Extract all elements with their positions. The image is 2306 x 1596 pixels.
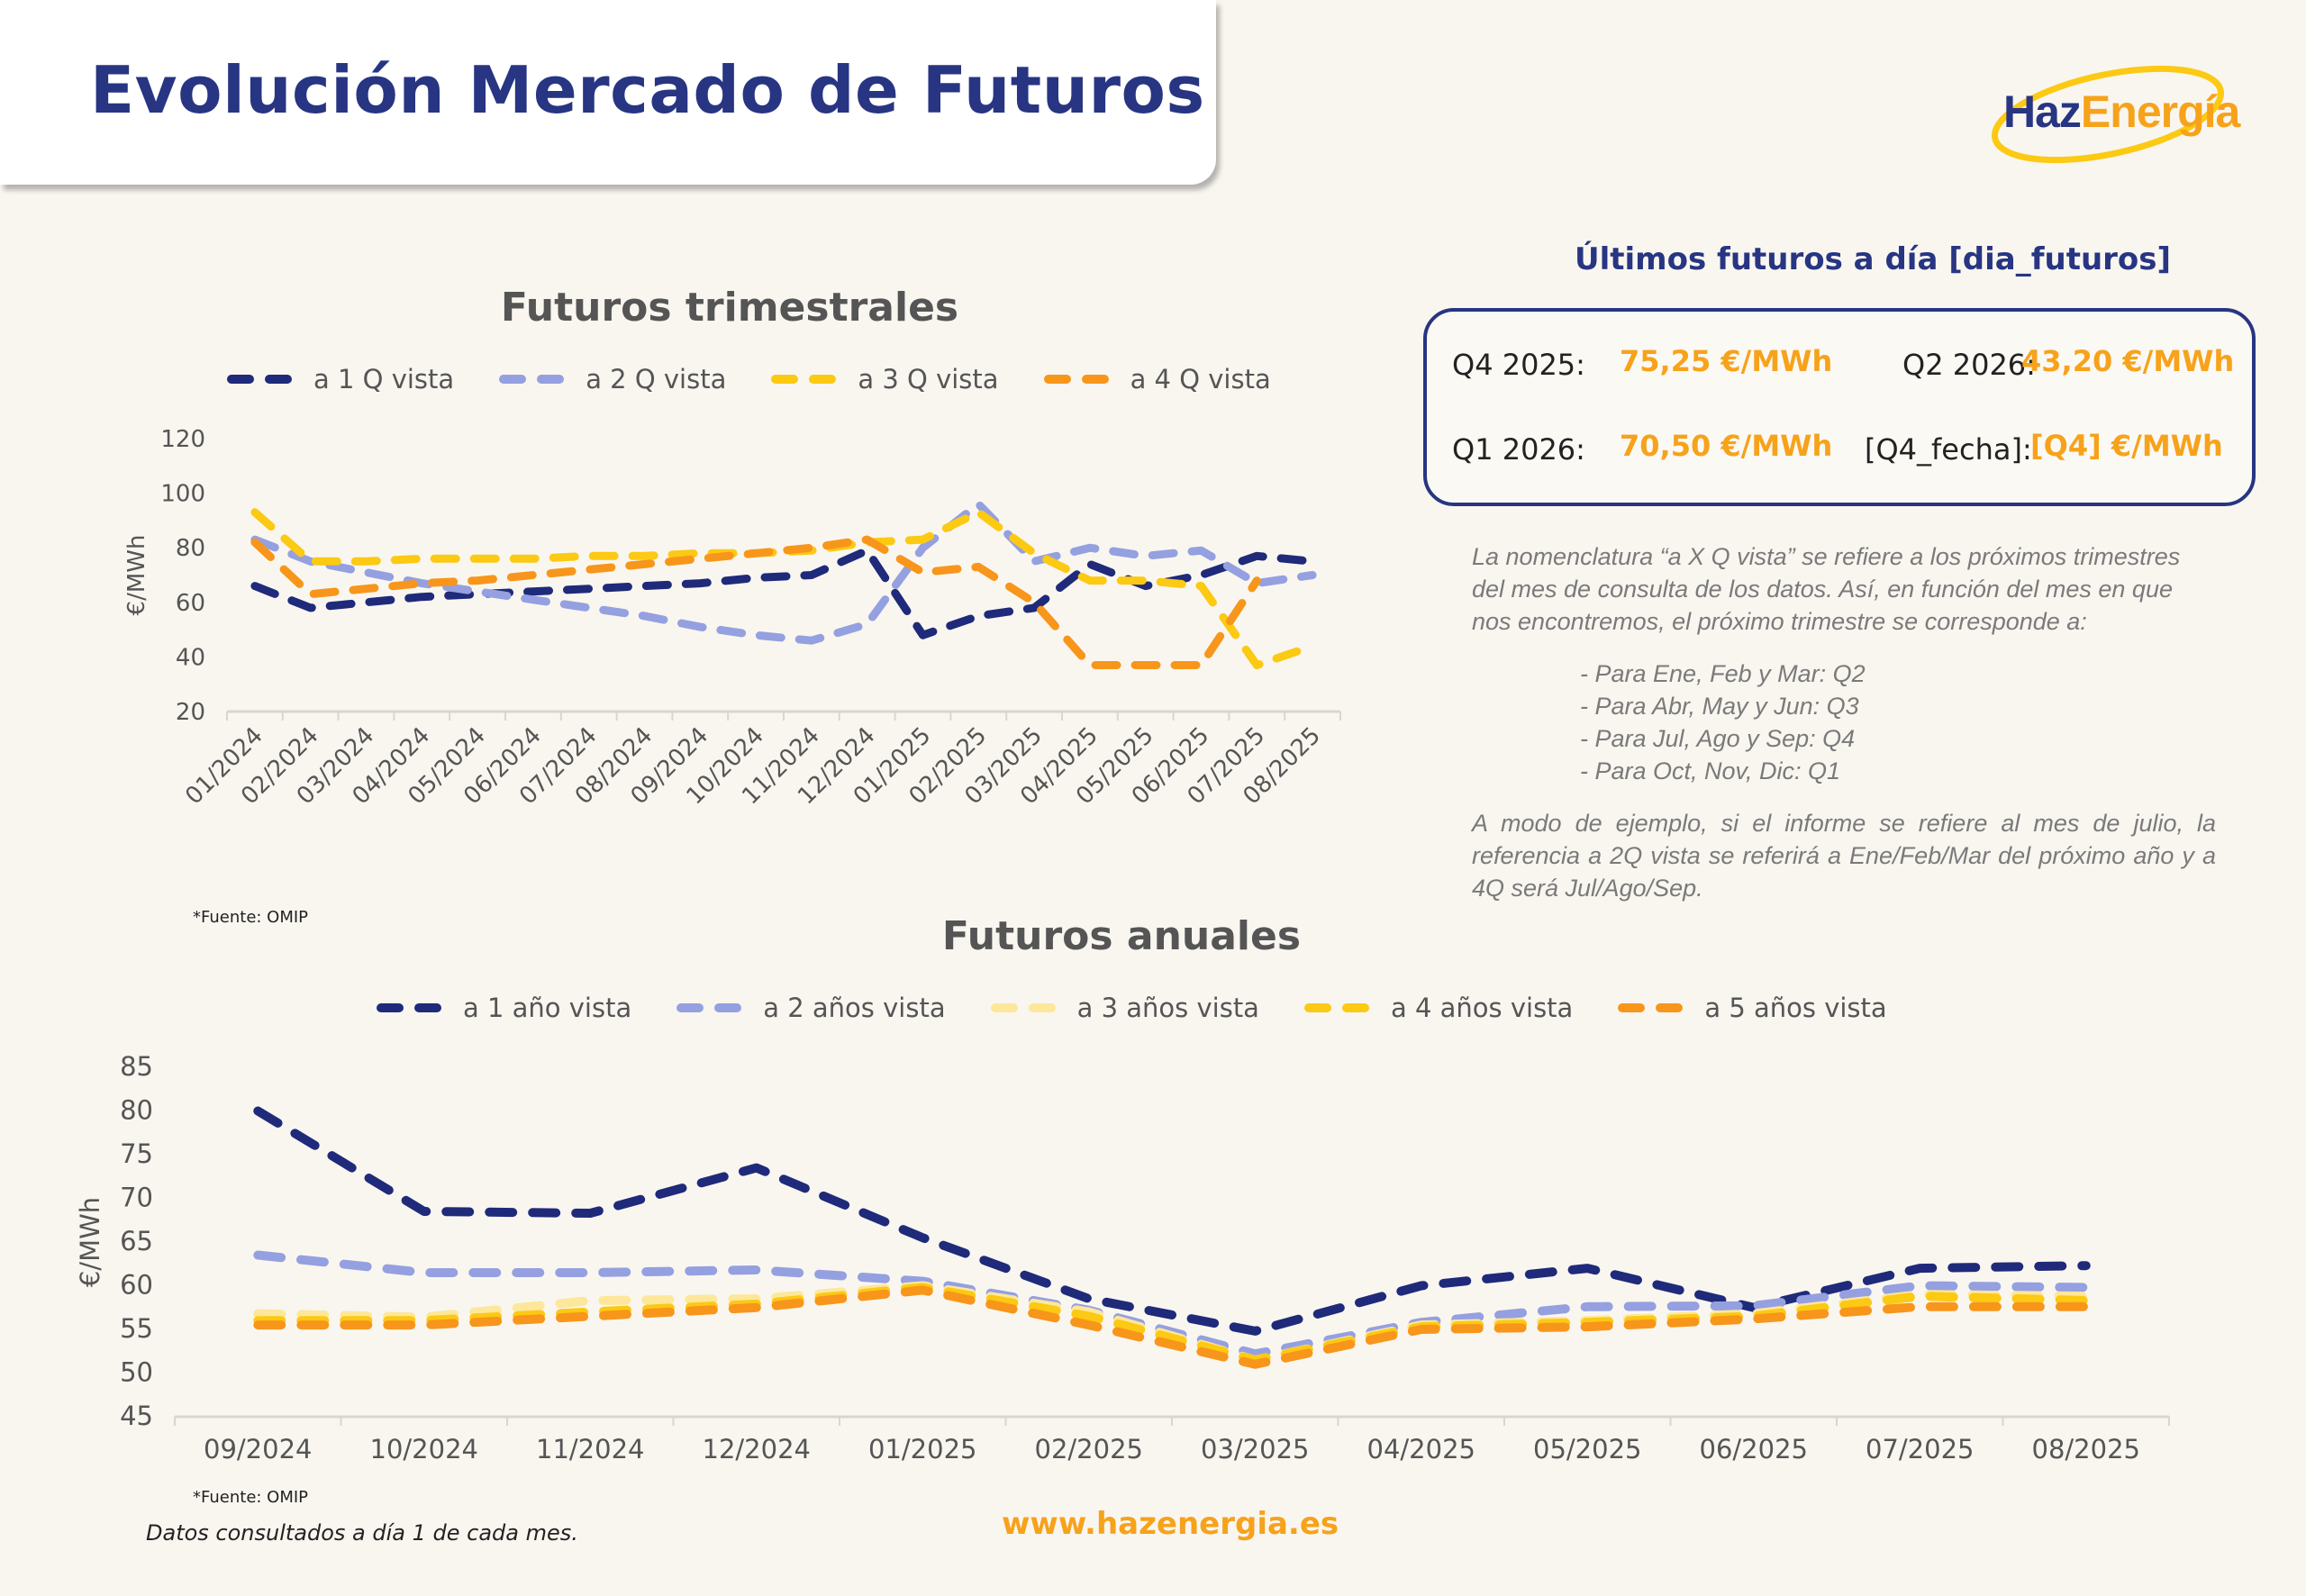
y-tick-label: 60: [176, 590, 205, 617]
note-list-item: - Para Ene, Feb y Mar: Q2: [1580, 660, 1866, 687]
x-tick-label: 10/2024: [370, 1434, 478, 1465]
legend-item: a 4 Q vista: [1043, 364, 1271, 394]
quarterly-chart: 20406080100120€/MWh01/202402/202403/2024…: [123, 426, 1341, 810]
x-tick-label: 12/2024: [703, 1434, 811, 1465]
legend-dash-icon: [227, 375, 303, 384]
latest-value: 75,25 €/MWh: [1620, 344, 1833, 378]
x-tick-label: 05/2025: [1533, 1434, 1641, 1465]
latest-label: [Q4_fecha]:: [1865, 432, 2032, 467]
legend-label: a 1 año vista: [463, 993, 632, 1023]
legend-label: a 3 años vista: [1076, 993, 1259, 1023]
latest-value: 43,20 €/MWh: [2021, 344, 2235, 378]
annual-chart-title: Futuros anuales: [941, 913, 1302, 959]
legend-dash-icon: [1618, 1003, 1693, 1012]
series-line: [250, 508, 1317, 669]
x-tick-label: 03/2025: [1201, 1434, 1309, 1465]
legend-label: a 2 Q vista: [586, 364, 727, 394]
series-line: [250, 500, 1317, 645]
legend-dash-icon: [1043, 375, 1120, 384]
legend-dash-icon: [1303, 1003, 1380, 1012]
data-consulted-note: Datos consultados a día 1 de cada mes.: [146, 1520, 578, 1546]
legend-item: a 5 años vista: [1618, 993, 1887, 1023]
y-tick-label: 80: [120, 1095, 153, 1126]
quarterly-chart-title: Futuros trimestrales: [500, 285, 959, 331]
latest-label: Q2 2026:: [1902, 348, 2036, 382]
legend-item: a 3 Q vista: [771, 364, 999, 394]
latest-futures-box: Q4 2025: 75,25 €/MWh Q2 2026: 43,20 €/MW…: [1423, 308, 2256, 506]
legend-item: a 2 Q vista: [499, 364, 726, 394]
y-tick-label: 70: [120, 1183, 153, 1213]
y-tick-label: 85: [120, 1051, 153, 1082]
y-axis-label: €/MWh: [123, 535, 150, 616]
latest-label: Q4 2025:: [1452, 348, 1585, 382]
annual-legend: a 1 año vista a 2 años vista a 3 años vist…: [377, 993, 1932, 1023]
legend-label: a 1 Q vista: [313, 364, 455, 394]
y-tick-label: 40: [176, 644, 205, 671]
y-tick-label: 50: [120, 1357, 153, 1388]
annual-source: *Fuente: OMIP: [193, 1488, 309, 1507]
series-line: [253, 1285, 2091, 1369]
legend-dash-icon: [990, 1003, 1067, 1012]
y-tick-label: 60: [120, 1270, 153, 1301]
latest-value: [Q4] €/MWh: [2030, 429, 2223, 463]
legend-item: a 1 Q vista: [227, 364, 454, 394]
logo-haz: Haz: [2003, 86, 2082, 137]
note-intro: La nomenclatura “a X Q vista” se refiere…: [1472, 543, 2181, 635]
y-tick-label: 45: [120, 1401, 153, 1431]
legend-label: a 3 Q vista: [858, 364, 999, 394]
legend-item: a 3 años vista: [990, 993, 1259, 1023]
note-list-item: - Para Jul, Ago y Sep: Q4: [1580, 725, 1856, 752]
y-tick-label: 20: [176, 699, 205, 726]
hazenergia-logo: HazEnergía: [1982, 50, 2252, 176]
x-tick-label: 06/2025: [1700, 1434, 1808, 1465]
quarterly-source: *Fuente: OMIP: [193, 908, 309, 927]
x-tick-label: 11/2024: [536, 1434, 644, 1465]
y-tick-label: 100: [160, 481, 205, 508]
x-tick-label: 09/2024: [204, 1434, 312, 1465]
x-tick-label: 02/2025: [1035, 1434, 1143, 1465]
x-tick-label: 08/2025: [2032, 1434, 2140, 1465]
legend-dash-icon: [377, 1003, 452, 1012]
legend-label: a 4 Q vista: [1130, 364, 1271, 394]
note-list: - Para Ene, Feb y Mar: Q2 - Para Abr, Ma…: [1580, 657, 2216, 787]
y-tick-label: 55: [120, 1313, 153, 1344]
y-tick-label: 120: [160, 426, 205, 453]
legend-item: a 1 año vista: [377, 993, 631, 1023]
quarterly-legend: a 1 Q vista a 2 Q vista a 3 Q vista a 4 Q v…: [227, 364, 1316, 394]
y-tick-label: 75: [120, 1138, 153, 1169]
header-card: Evolución Mercado de Futuros: [0, 0, 1216, 185]
x-tick-label: 01/2025: [868, 1434, 976, 1465]
legend-dash-icon: [771, 375, 847, 384]
note-list-item: - Para Abr, May y Jun: Q3: [1580, 693, 1859, 720]
logo-energia: Energía: [2080, 86, 2240, 137]
legend-dash-icon: [676, 1003, 752, 1012]
note-list-item: - Para Oct, Nov, Dic: Q1: [1580, 757, 1841, 784]
legend-label: a 4 años vista: [1390, 993, 1574, 1023]
x-tick-label: 07/2025: [1866, 1434, 1974, 1465]
page-title: Evolución Mercado de Futuros: [90, 52, 1205, 128]
x-tick-label: 04/2025: [1367, 1434, 1475, 1465]
y-tick-label: 65: [120, 1226, 153, 1256]
logo-ellipse-icon: [1991, 65, 2225, 164]
nomenclature-note: La nomenclatura “a X Q vista” se refiere…: [1472, 540, 2216, 904]
note-example: A modo de ejemplo, si el informe se refi…: [1472, 810, 2216, 902]
latest-value: 70,50 €/MWh: [1620, 429, 1833, 463]
legend-dash-icon: [499, 375, 575, 384]
series-line: [250, 546, 1317, 639]
legend-label: a 2 años vista: [763, 993, 946, 1023]
logo-text: HazEnergía: [2003, 86, 2240, 138]
latest-futures-title: Últimos futuros a día [dia_futuros]: [1575, 241, 2172, 277]
legend-item: a 2 años vista: [676, 993, 946, 1023]
annual-chart: 45 50 55 60 65 70 75 80 85 €/MWh 09/2024 10/2024 11/…: [75, 1051, 2170, 1465]
legend-item: a 4 años vista: [1303, 993, 1574, 1023]
y-tick-label: 80: [176, 535, 205, 562]
latest-label: Q1 2026:: [1452, 432, 1585, 467]
legend-label: a 5 años vista: [1704, 993, 1887, 1023]
y-axis-label: €/MWh: [75, 1197, 105, 1287]
website-link[interactable]: www.hazenergia.es: [1002, 1506, 1339, 1542]
